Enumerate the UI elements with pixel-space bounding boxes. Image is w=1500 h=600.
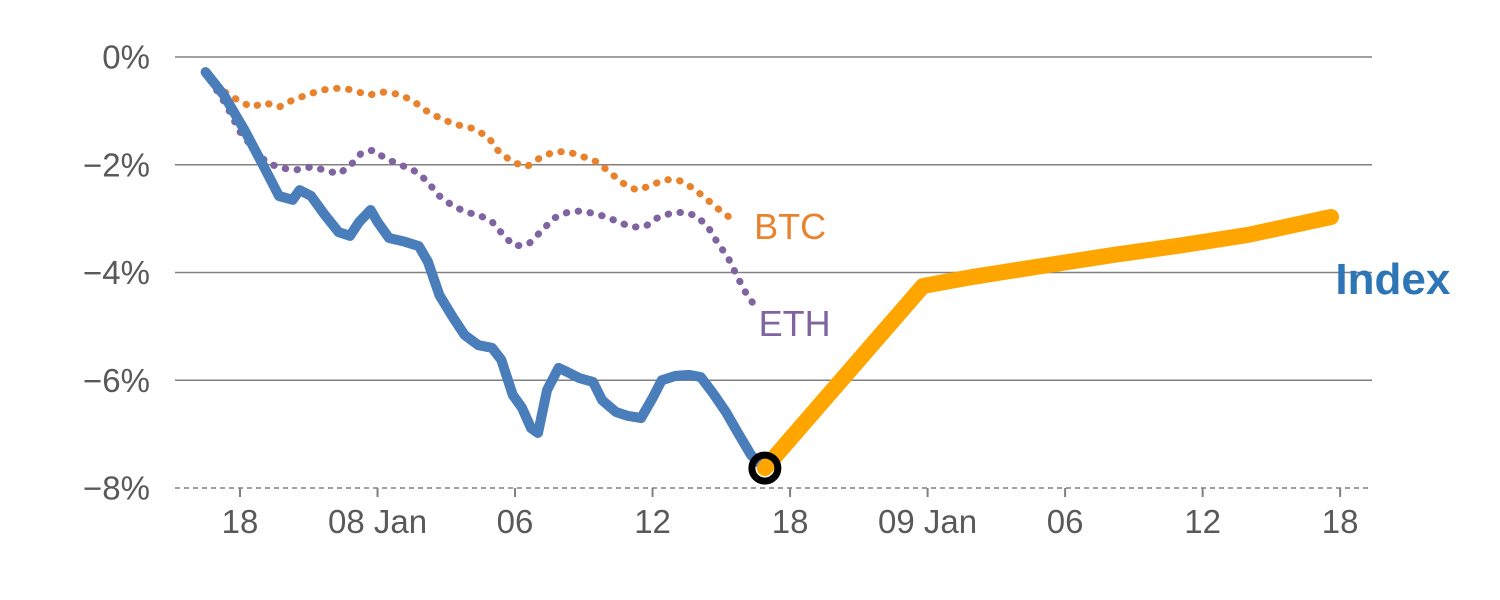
x-axis-tick-label: 18 — [772, 503, 809, 540]
y-axis-tick-label: −8% — [83, 470, 150, 507]
series-line-eth — [206, 76, 760, 311]
series-label-eth: ETH — [759, 303, 831, 344]
x-axis-tick-label: 06 — [497, 503, 534, 540]
x-axis-tick-label: 18 — [1322, 503, 1359, 540]
x-axis-tick-label: 08 Jan — [328, 503, 427, 540]
series-line-index-forecast — [756, 209, 1339, 477]
series-line-btc — [204, 72, 734, 222]
x-axis-tick-label: 09 Jan — [878, 503, 977, 540]
x-axis-tick-label: 06 — [1047, 503, 1084, 540]
y-axis-tick-label: −2% — [83, 146, 150, 183]
x-axis-tick-label: 12 — [634, 503, 671, 540]
x-axis-tick-label: 18 — [222, 503, 259, 540]
series-line-index — [200, 67, 770, 474]
series-label-btc: BTC — [754, 206, 826, 247]
y-axis-tick-label: −4% — [83, 254, 150, 291]
turning-point-marker — [748, 451, 782, 485]
y-axis-tick-label: −6% — [83, 362, 150, 399]
y-axis-tick-label: 0% — [102, 39, 150, 76]
x-axis-tick-label: 12 — [1184, 503, 1221, 540]
series-label-index: Index — [1335, 255, 1450, 304]
